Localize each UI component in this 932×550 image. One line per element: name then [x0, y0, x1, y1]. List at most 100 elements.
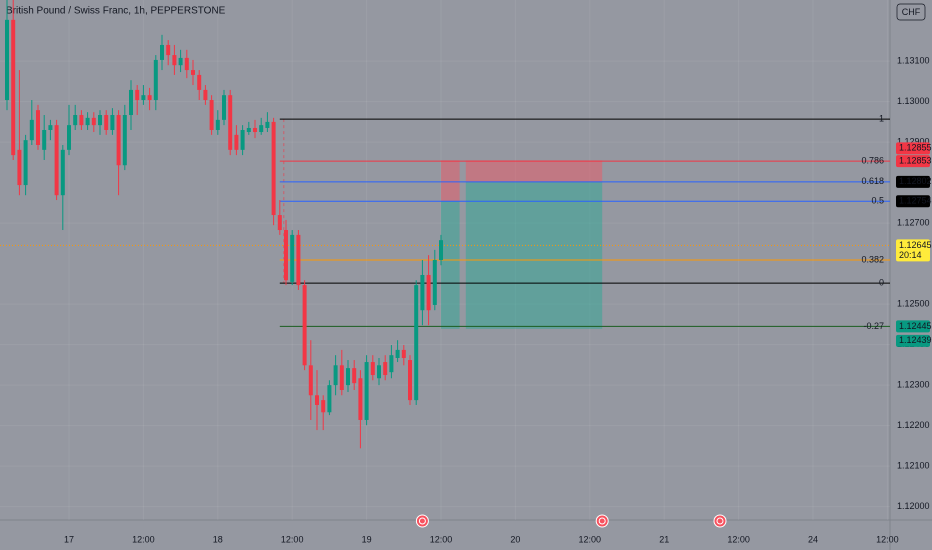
candle-body — [426, 274, 431, 311]
price-tag-label: 1.12853 — [899, 156, 932, 166]
candle-body — [73, 115, 78, 126]
x-tick-label: 12:00 — [876, 534, 899, 544]
y-tick-label: 1.12900 — [897, 137, 930, 147]
candle-body — [203, 89, 208, 101]
price-tag — [896, 195, 930, 208]
currency-button[interactable] — [896, 3, 926, 21]
candle-body — [439, 240, 444, 260]
candle-body — [48, 125, 53, 130]
candle-body — [364, 362, 369, 420]
candle-body — [327, 385, 332, 413]
candle-body — [284, 230, 289, 281]
candle-body — [395, 349, 400, 359]
candle-body — [67, 125, 72, 150]
candle-body — [135, 89, 140, 101]
price-tag-label: 1.12754 — [899, 196, 932, 206]
candle-body — [253, 127, 258, 133]
x-tick-label: 12:00 — [281, 534, 304, 544]
candle-body — [160, 44, 165, 60]
fib-level-label: 1 — [879, 113, 884, 123]
candle-body — [414, 285, 419, 401]
candle-body — [315, 395, 320, 405]
target-zone — [465, 181, 603, 329]
candle-body — [141, 95, 146, 101]
candle-body — [339, 365, 344, 390]
candle-body — [333, 365, 338, 386]
price-tag-label: 1.12445 — [899, 321, 932, 331]
candle-body — [277, 215, 282, 231]
candle-body — [358, 378, 363, 420]
x-tick-label: 24 — [808, 534, 818, 544]
candle-body — [153, 59, 158, 101]
countdown-label: 20:14 — [899, 250, 922, 260]
x-tick-label: 12:00 — [727, 534, 750, 544]
candle-body — [17, 149, 22, 186]
stop-tag — [896, 142, 930, 155]
candle-body — [36, 110, 41, 145]
fib-level-label: 0.786 — [861, 156, 884, 166]
stop-zone — [465, 160, 603, 182]
x-tick-label: 21 — [659, 534, 669, 544]
y-tick-label: 1.12300 — [897, 380, 930, 390]
candle-body — [321, 400, 326, 413]
fib-level-label: 0.5 — [871, 196, 884, 206]
candle-body — [5, 19, 10, 101]
candle-body — [54, 125, 59, 196]
chart-title: British Pound / Swiss Franc, 1h, PEPPERS… — [6, 6, 226, 17]
candle-body — [11, 19, 16, 156]
candle-body — [271, 121, 276, 216]
stop-zone — [441, 160, 460, 202]
event-marker-inner — [716, 517, 724, 525]
event-marker — [415, 514, 429, 528]
candle-body — [246, 127, 251, 133]
price-tag — [896, 155, 930, 168]
x-tick-label: 17 — [64, 534, 74, 544]
target-zone — [441, 201, 460, 329]
last-price-label: 1.12645 — [899, 240, 932, 250]
candle-body — [302, 285, 307, 366]
candle-body — [104, 115, 109, 130]
candle-body — [110, 115, 115, 130]
target-tag — [896, 334, 930, 347]
y-tick-label: 1.12200 — [897, 420, 930, 430]
y-tick-label: 1.12500 — [897, 299, 930, 309]
candle-body — [352, 368, 357, 384]
y-tick-label: 1.12700 — [897, 218, 930, 228]
candle-body — [184, 57, 189, 71]
candle-body — [91, 117, 96, 126]
candle-body — [346, 368, 351, 386]
currency-label[interactable]: CHF — [902, 7, 921, 17]
candle-body — [79, 115, 84, 126]
y-tick-label: 1.13000 — [897, 96, 930, 106]
candle-body — [408, 360, 413, 401]
candle-body — [259, 125, 264, 133]
event-marker-inner — [598, 517, 606, 525]
candle-body — [129, 89, 134, 116]
x-tick-label: 19 — [362, 534, 372, 544]
candle-body — [23, 140, 28, 186]
fib-level-label: 0.382 — [861, 254, 884, 264]
candle-body — [222, 95, 227, 120]
event-marker — [595, 514, 609, 528]
candle-body — [215, 119, 220, 130]
fib-level-label: -0.27 — [863, 321, 884, 331]
candle-body — [166, 44, 171, 56]
candle-body — [191, 70, 196, 75]
price-tag-label: 1.12802 — [899, 176, 932, 186]
y-tick-label: 1.13100 — [897, 56, 930, 66]
fib-level-label: 0 — [879, 277, 884, 287]
candle-body — [60, 149, 65, 196]
y-tick-label: 1.12100 — [897, 461, 930, 471]
candle-body — [383, 362, 388, 376]
candle-body — [178, 57, 183, 66]
price-tag — [896, 320, 930, 333]
fib-level-label: 0.618 — [861, 176, 884, 186]
candle-body — [116, 115, 121, 166]
candle-body — [265, 121, 270, 128]
candle-body — [147, 95, 152, 101]
candle-body — [29, 119, 34, 141]
candle-body — [308, 365, 313, 396]
candle-body — [228, 95, 233, 150]
